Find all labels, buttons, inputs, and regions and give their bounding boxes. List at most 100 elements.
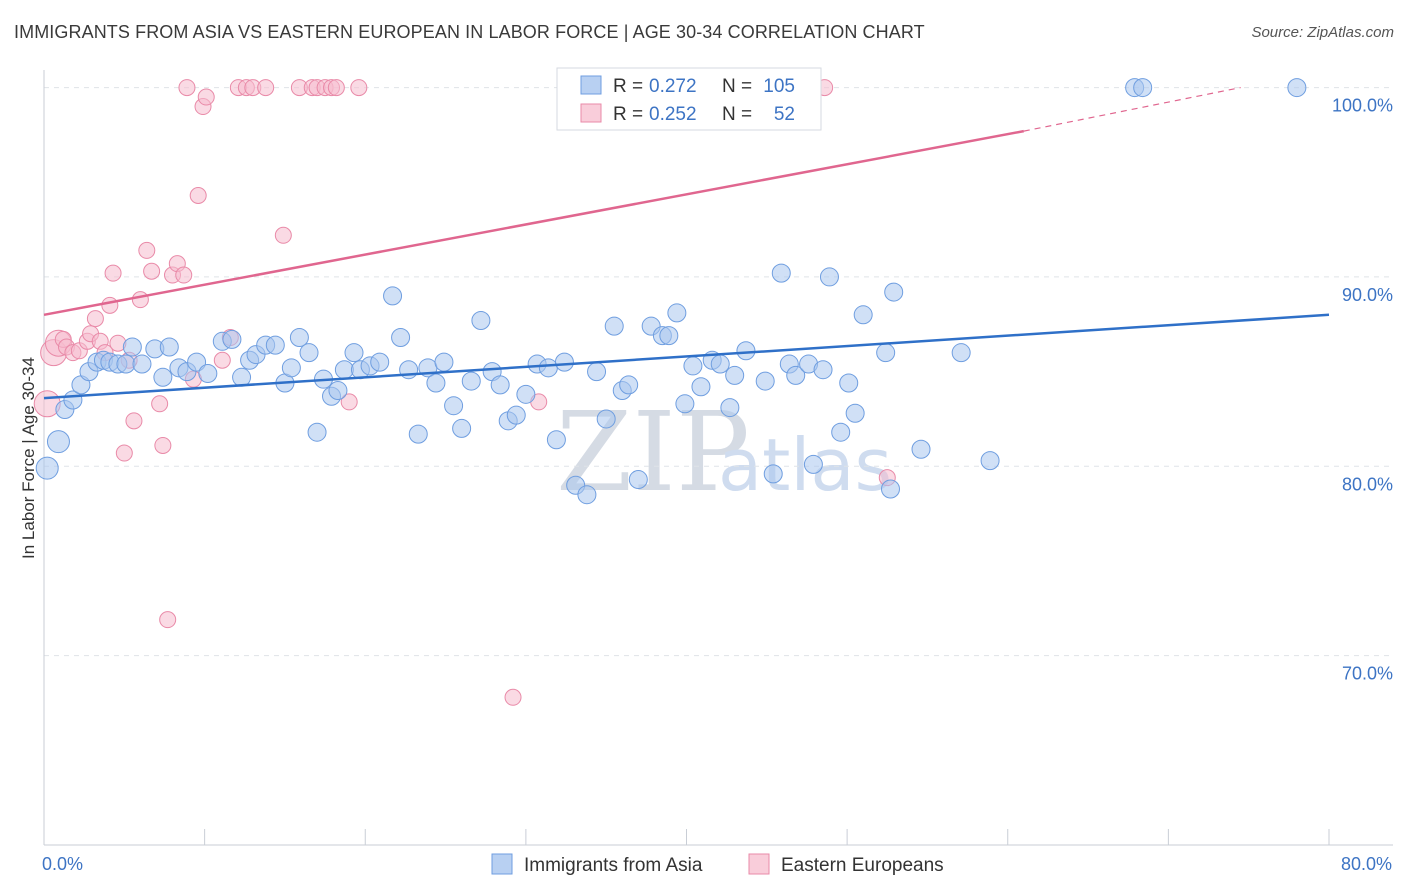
bottom-legend-swatch-asia bbox=[491, 853, 513, 875]
point-asia bbox=[736, 341, 756, 361]
point-eastern bbox=[154, 436, 172, 454]
point-eastern bbox=[189, 187, 207, 205]
y-tick-label: 80.0% bbox=[1342, 474, 1393, 494]
point-asia bbox=[667, 303, 687, 323]
point-asia bbox=[222, 329, 242, 349]
point-asia bbox=[344, 343, 364, 363]
legend-r-label-blue: R = bbox=[613, 76, 643, 97]
point-asia bbox=[587, 362, 607, 382]
y-tick-label: 90.0% bbox=[1342, 285, 1393, 305]
point-asia bbox=[289, 328, 309, 348]
series-legend: Immigrants from Asia Eastern Europeans bbox=[491, 853, 944, 876]
point-eastern bbox=[197, 88, 215, 106]
x-tick-label-max: 80.0% bbox=[1341, 854, 1392, 874]
bottom-legend-label-eastern: Eastern Europeans bbox=[781, 855, 944, 876]
point-asia bbox=[691, 377, 711, 397]
legend-n-value-blue: 105 bbox=[763, 76, 795, 97]
point-asia bbox=[159, 337, 179, 357]
y-tick-labels: 70.0% 80.0% 90.0% 100.0% bbox=[1332, 96, 1393, 684]
point-eastern bbox=[504, 688, 522, 706]
legend-n-value-pink: 52 bbox=[774, 104, 795, 125]
point-eastern bbox=[151, 395, 169, 413]
bottom-legend-swatch-eastern bbox=[748, 853, 770, 875]
trend-line-eastern-extension bbox=[1023, 86, 1241, 132]
point-asia bbox=[444, 396, 464, 416]
legend-swatch-blue bbox=[580, 75, 602, 95]
point-eastern bbox=[274, 226, 292, 244]
point-asia bbox=[884, 282, 904, 302]
point-asia bbox=[307, 422, 327, 442]
point-asia bbox=[763, 464, 783, 484]
legend-n-label-pink: N = bbox=[722, 104, 752, 125]
series-eastern-europeans bbox=[33, 79, 896, 706]
point-eastern bbox=[350, 79, 368, 97]
point-asia bbox=[265, 335, 285, 355]
point-asia bbox=[116, 354, 136, 374]
point-asia bbox=[299, 343, 319, 363]
point-eastern bbox=[101, 296, 119, 314]
point-asia bbox=[281, 358, 301, 378]
point-asia bbox=[819, 267, 839, 287]
point-eastern bbox=[175, 266, 193, 284]
point-asia bbox=[813, 360, 833, 380]
stats-legend: R = 0.272 N = 105 R = 0.252 N = 52 bbox=[556, 67, 822, 131]
point-eastern bbox=[115, 444, 133, 462]
point-asia bbox=[46, 430, 70, 454]
chart-title: IMMIGRANTS FROM ASIA VS EASTERN EUROPEAN… bbox=[14, 22, 925, 42]
point-asia bbox=[132, 354, 152, 374]
point-asia bbox=[659, 326, 679, 346]
point-asia bbox=[471, 310, 491, 330]
point-asia bbox=[803, 454, 823, 474]
point-asia bbox=[755, 371, 775, 391]
point-asia bbox=[490, 375, 510, 395]
point-asia bbox=[153, 367, 173, 387]
point-eastern bbox=[327, 79, 345, 97]
point-eastern bbox=[86, 310, 104, 328]
point-asia bbox=[383, 286, 403, 306]
point-eastern bbox=[257, 79, 275, 97]
point-eastern bbox=[125, 412, 143, 430]
point-asia bbox=[391, 328, 411, 348]
point-asia bbox=[35, 456, 59, 480]
point-asia bbox=[370, 352, 390, 372]
point-asia bbox=[434, 352, 454, 372]
point-eastern bbox=[213, 351, 231, 369]
x-tick-label-min: 0.0% bbox=[42, 854, 83, 874]
point-asia bbox=[198, 364, 218, 384]
legend-r-label-pink: R = bbox=[613, 104, 643, 125]
y-tick-label: 70.0% bbox=[1342, 664, 1393, 684]
point-eastern bbox=[104, 264, 122, 282]
trend-line-eastern bbox=[43, 129, 1025, 317]
point-asia bbox=[771, 263, 791, 283]
y-tick-label: 100.0% bbox=[1332, 96, 1393, 116]
point-asia bbox=[408, 424, 428, 444]
point-asia bbox=[538, 358, 558, 378]
source-credit: Source: ZipAtlas.com bbox=[1251, 24, 1394, 41]
point-asia bbox=[628, 470, 648, 490]
point-eastern bbox=[340, 393, 358, 411]
x-ticks bbox=[204, 829, 1330, 845]
point-asia bbox=[426, 373, 446, 393]
point-asia bbox=[980, 451, 1000, 471]
legend-r-value-pink: 0.252 bbox=[649, 104, 697, 125]
point-asia bbox=[122, 337, 142, 357]
point-asia bbox=[710, 354, 730, 374]
legend-r-value-blue: 0.272 bbox=[649, 76, 697, 97]
point-asia bbox=[845, 403, 865, 423]
point-asia bbox=[1287, 78, 1307, 98]
legend-n-label-blue: N = bbox=[722, 76, 752, 97]
point-asia bbox=[506, 405, 526, 425]
point-eastern bbox=[138, 241, 156, 259]
trend-line-asia bbox=[43, 313, 1330, 400]
point-asia bbox=[1133, 78, 1153, 98]
point-asia bbox=[853, 305, 873, 325]
point-asia bbox=[452, 418, 472, 438]
point-asia bbox=[554, 352, 574, 372]
point-asia bbox=[876, 343, 896, 363]
point-asia bbox=[596, 409, 616, 429]
point-asia bbox=[880, 479, 900, 499]
point-asia bbox=[951, 343, 971, 363]
point-asia bbox=[786, 365, 806, 385]
legend-swatch-pink bbox=[580, 103, 602, 123]
